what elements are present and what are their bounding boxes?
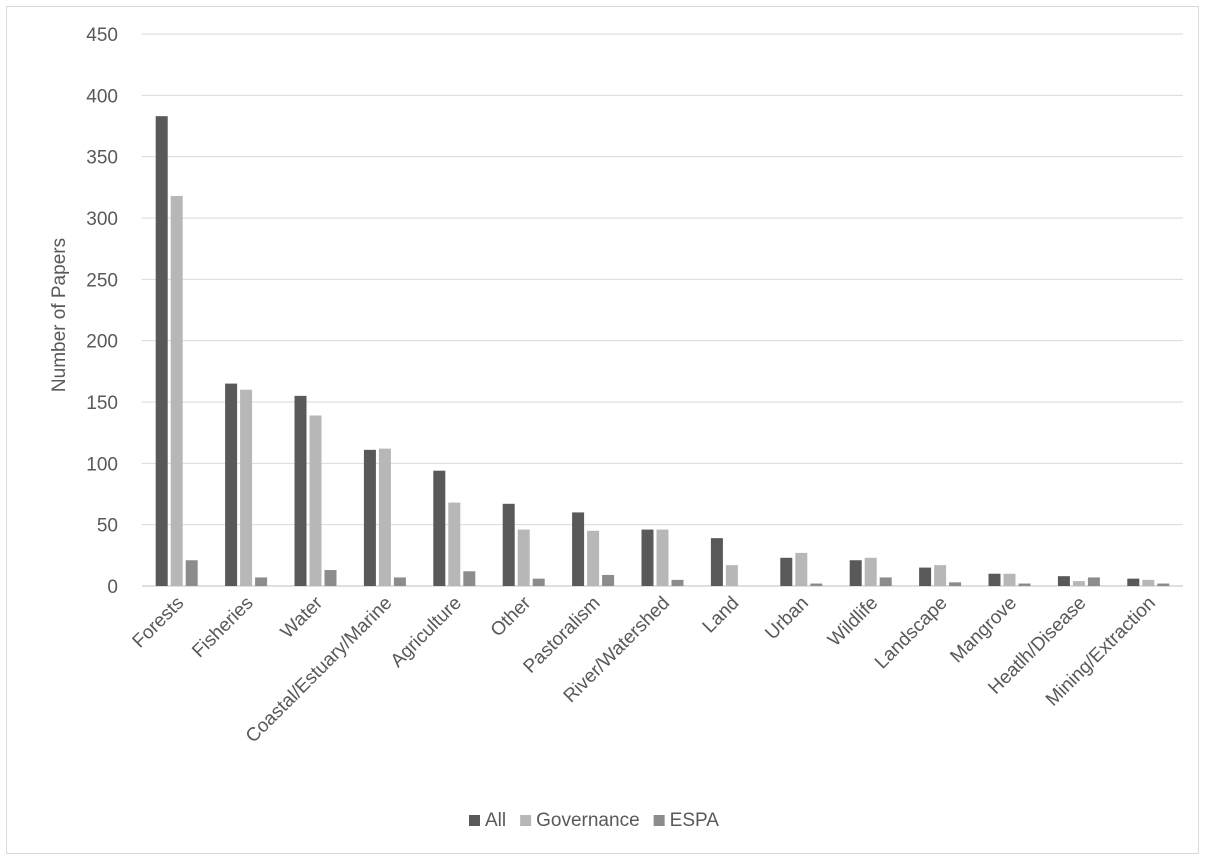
legend-label: Governance xyxy=(536,810,640,831)
bar-chart: 0 50 100 150 200 250 300 350 400 450 Forests Fishe… xyxy=(49,25,1183,831)
y-tick-label: 50 xyxy=(97,516,118,537)
legend-label: All xyxy=(485,810,506,831)
bar-espa-urban xyxy=(810,583,823,586)
y-tick-label: 0 xyxy=(107,577,118,598)
legend-item-espa: ESPA xyxy=(653,810,720,831)
bar-governance-forests xyxy=(170,195,183,587)
bar-governance-wildlife xyxy=(864,557,877,586)
legend-swatch xyxy=(653,815,665,826)
bar-espa-agriculture xyxy=(463,571,476,586)
x-tick-label: Landscape xyxy=(871,593,952,674)
bar-governance-heatlh-disease xyxy=(1072,581,1085,586)
bar-espa-landscape xyxy=(949,582,962,586)
bar-governance-mining-extraction xyxy=(1142,579,1155,586)
legend-item-governance: Governance xyxy=(520,810,640,831)
x-tick-label: Wildlife xyxy=(824,593,882,651)
bar-all-water xyxy=(294,395,307,586)
bar-all-agriculture xyxy=(433,470,446,586)
bar-governance-mangrove xyxy=(1003,573,1016,586)
bar-espa-wildlife xyxy=(879,577,892,586)
y-tick-label: 150 xyxy=(86,393,118,414)
y-tick-label: 300 xyxy=(86,209,118,230)
x-tick-label: Fisheries xyxy=(188,593,257,662)
bar-all-mining-extraction xyxy=(1127,578,1140,586)
bar-governance-coastal-estuary-marine xyxy=(378,448,391,586)
x-tick-label: Other xyxy=(487,592,536,641)
bar-all-land xyxy=(710,538,723,586)
bar-espa-coastal-estuary-marine xyxy=(393,577,406,586)
bar-all-urban xyxy=(780,557,793,586)
bar-all-pastoralism xyxy=(572,512,585,586)
x-tick-label: Coastal/Estuary/Marine xyxy=(242,593,396,747)
y-tick-label: 350 xyxy=(86,148,118,169)
legend-label: ESPA xyxy=(670,810,720,831)
bar-all-landscape xyxy=(919,567,932,586)
bar-governance-other xyxy=(517,529,530,586)
y-axis-title: Number of Papers xyxy=(49,238,70,392)
bar-all-forests xyxy=(155,116,168,586)
bar-espa-forests xyxy=(185,560,198,586)
bar-all-wildlife xyxy=(849,560,862,586)
bar-all-heatlh-disease xyxy=(1057,576,1070,586)
bar-all-coastal-estuary-marine xyxy=(363,449,376,586)
y-tick-label: 200 xyxy=(86,332,118,353)
bars xyxy=(155,116,1170,587)
bar-governance-landscape xyxy=(934,565,947,586)
bar-governance-pastoralism xyxy=(587,530,600,586)
bar-espa-fisheries xyxy=(255,577,268,586)
legend-swatch xyxy=(469,815,480,826)
y-tick-label: 400 xyxy=(86,86,118,107)
bar-governance-land xyxy=(725,565,738,586)
x-tick-label: Agriculture xyxy=(387,593,466,672)
bar-governance-urban xyxy=(795,552,808,586)
bar-espa-mangrove xyxy=(1018,583,1031,586)
x-tick-label: Mangrove xyxy=(946,593,1021,668)
bar-espa-water xyxy=(324,570,337,586)
x-tick-label: Urban xyxy=(761,593,812,644)
legend-item-all: All xyxy=(469,810,506,831)
bar-espa-river-watershed xyxy=(671,579,684,586)
bar-espa-heatlh-disease xyxy=(1087,577,1100,586)
bar-all-mangrove xyxy=(988,573,1001,586)
x-axis-ticks: Forests Fisheries WaterCoastal/Estuary/Mar… xyxy=(129,592,1160,747)
legend-swatch xyxy=(520,815,532,826)
bar-governance-fisheries xyxy=(240,389,253,586)
bar-espa-pastoralism xyxy=(602,574,615,586)
bar-all-fisheries xyxy=(225,383,238,586)
y-tick-label: 250 xyxy=(86,270,118,291)
y-tick-label: 450 xyxy=(86,25,118,46)
y-tick-label: 100 xyxy=(86,454,118,475)
bar-governance-river-watershed xyxy=(656,529,669,586)
bar-governance-agriculture xyxy=(448,502,461,586)
chart-frame: 0 50 100 150 200 250 300 350 400 450 Forests Fishe… xyxy=(6,6,1199,854)
x-tick-label: Land xyxy=(699,593,744,638)
legend: All Governance ESPA xyxy=(469,810,719,831)
bar-espa-mining-extraction xyxy=(1157,583,1170,586)
bar-governance-water xyxy=(309,415,322,586)
bar-all-river-watershed xyxy=(641,529,654,586)
x-tick-label: Forests xyxy=(129,593,189,653)
bar-all-other xyxy=(502,503,515,586)
x-tick-label: Water xyxy=(277,592,328,643)
y-axis-ticks: 0 50 100 150 200 250 300 350 400 450 xyxy=(86,25,118,598)
bar-espa-other xyxy=(532,578,545,586)
